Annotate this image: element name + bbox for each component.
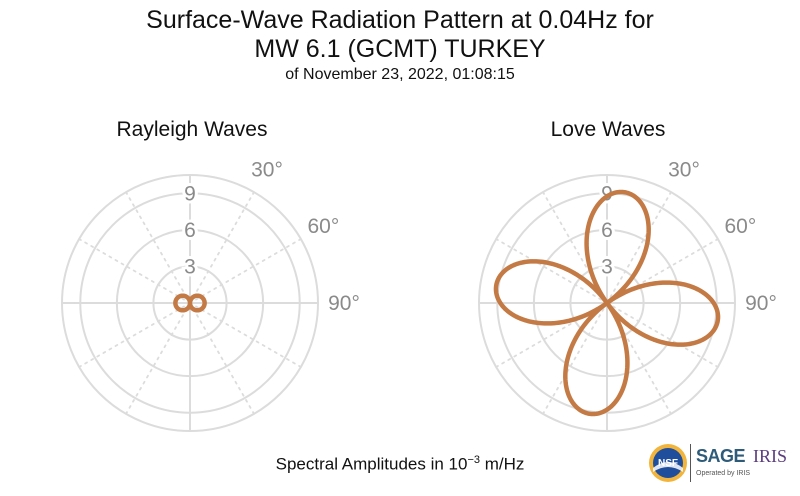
love-radiation-pattern [493,189,721,417]
rayleigh-spoke-240 [78,302,191,368]
love-spoke-120 [606,302,719,368]
love-r-tick-label-6: 6 [601,219,613,242]
rayleigh-angle-tick-label-30: 30° [251,159,283,182]
love-r-tick-label-3: 3 [601,255,613,278]
rayleigh-r-tick-label-9: 9 [184,182,196,205]
love-spoke-30 [606,191,672,304]
rayleigh-angle-tick-label-60: 60° [307,215,339,238]
caption-unit: m/Hz [480,454,525,474]
love-angle-tick-label-30: 30° [668,159,700,182]
chart-title-line-1: Surface-Wave Radiation Pattern at 0.04Hz… [146,6,654,34]
love-spoke-300 [495,238,608,304]
sage-logo-text: SAGE [696,446,746,466]
rayleigh-spoke-210 [125,302,191,415]
nsf-logo-text: NSF [658,458,678,469]
caption-text: Spectral Amplitudes in 10 [275,454,468,474]
rayleigh-r-tick-label-3: 3 [184,255,196,278]
love-spoke-210 [542,302,608,415]
rayleigh-spoke-150 [189,302,255,415]
logo-bar: NSF SAGE IRIS Operated by IRIS [648,440,796,488]
rayleigh-angle-tick-label-90: 90° [328,292,360,315]
love-angle-tick-label-60: 60° [724,215,756,238]
rayleigh-radiation-pattern [173,293,207,313]
logo-divider [690,444,691,482]
amplitude-units-caption: Spectral Amplitudes in 10−3 m/Hz [0,454,800,475]
love-angle-tick-label-90: 90° [745,292,777,315]
rayleigh-r-tick-label-6: 6 [184,219,196,242]
rayleigh-spoke-120 [189,302,302,368]
caption-exponent: −3 [467,454,480,466]
rayleigh-spoke-330 [125,191,191,304]
rayleigh-spoke-60 [189,238,302,304]
nsf-logo-icon: NSF [649,444,687,482]
iris-logo-text: IRIS [753,446,788,466]
chart-subtitle: of November 23, 2022, 01:08:15 [285,66,515,83]
operated-by-text: Operated by IRIS [696,470,751,477]
chart-title-block: Surface-Wave Radiation Pattern at 0.04Hz… [0,6,800,86]
chart-title-line-2: MW 6.1 (GCMT) TURKEY [254,35,546,63]
love-panel-title: Love Waves [550,118,666,141]
rayleigh-spoke-30 [189,191,255,304]
rayleigh-panel-title: Rayleigh Waves [116,118,268,141]
rayleigh-spoke-300 [78,238,191,304]
